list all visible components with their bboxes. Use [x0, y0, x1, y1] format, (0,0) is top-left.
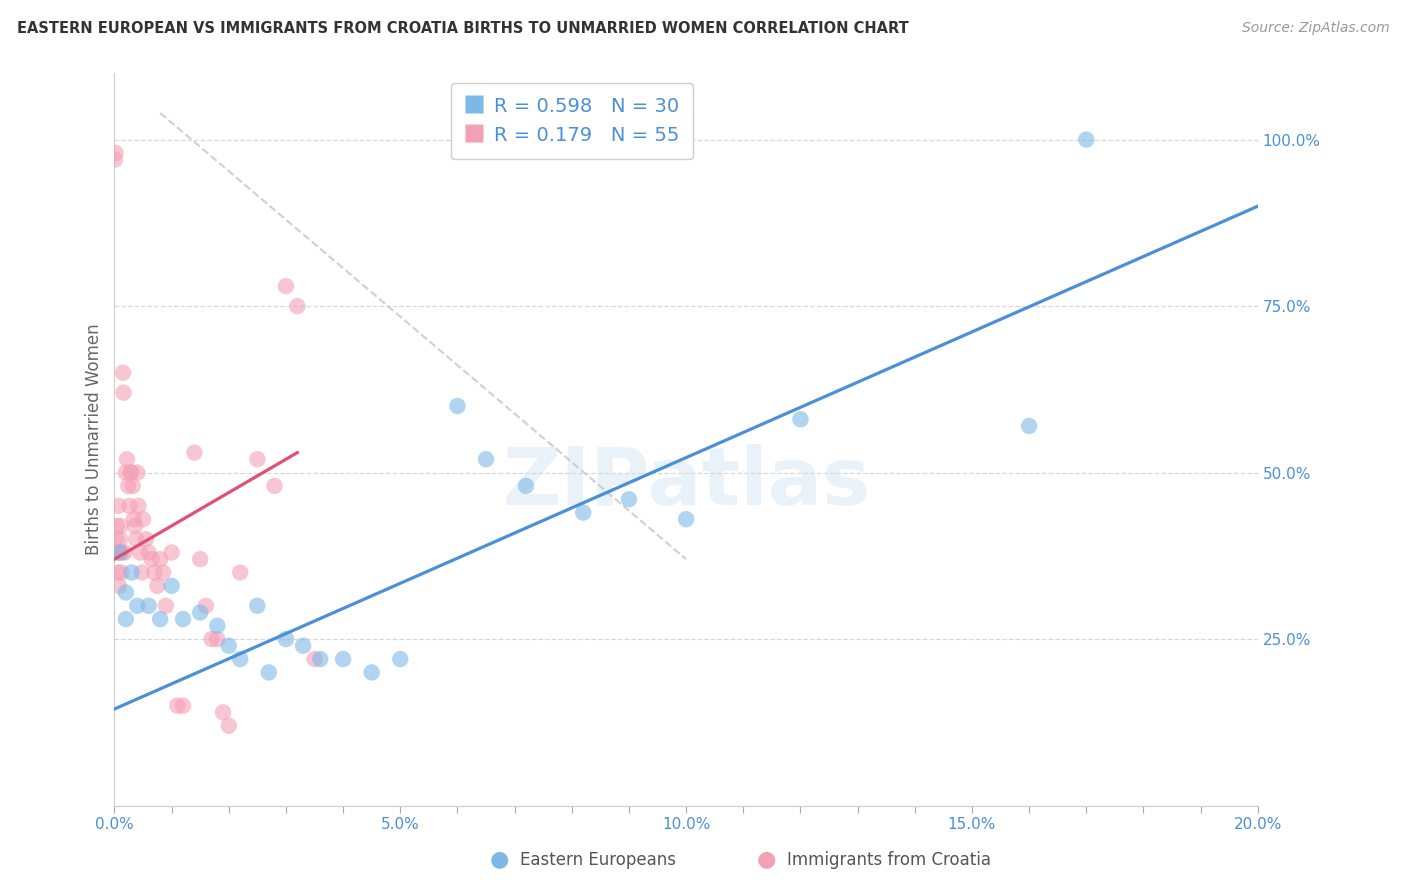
Point: [146, 579, 169, 593]
Point: [172, 698, 194, 713]
Point: [789, 412, 811, 426]
Point: [118, 499, 141, 513]
Text: ZIPatlas: ZIPatlas: [502, 444, 870, 522]
Point: [124, 519, 146, 533]
Point: [515, 479, 537, 493]
Y-axis label: Births to Unmarried Women: Births to Unmarried Women: [86, 324, 103, 555]
Point: [188, 552, 211, 566]
Point: [105, 532, 128, 546]
Point: [1018, 419, 1040, 434]
Point: [141, 552, 163, 566]
Point: [152, 566, 174, 580]
Point: [127, 466, 149, 480]
Point: [127, 599, 149, 613]
Point: [332, 652, 354, 666]
Point: [149, 612, 172, 626]
Point: [132, 512, 155, 526]
Point: [149, 552, 172, 566]
Text: EASTERN EUROPEAN VS IMMIGRANTS FROM CROATIA BIRTHS TO UNMARRIED WOMEN CORRELATIO: EASTERN EUROPEAN VS IMMIGRANTS FROM CROA…: [17, 21, 908, 36]
Point: [105, 519, 128, 533]
Point: [129, 545, 152, 559]
Point: [125, 532, 148, 546]
Point: [292, 639, 315, 653]
Point: [218, 639, 240, 653]
Point: [131, 566, 153, 580]
Point: [110, 566, 132, 580]
Point: [112, 385, 135, 400]
Point: [135, 532, 157, 546]
Point: [160, 579, 183, 593]
Point: [218, 719, 240, 733]
Point: [285, 299, 308, 313]
Point: [212, 706, 235, 720]
Point: [229, 566, 252, 580]
Text: ●: ●: [756, 849, 776, 869]
Point: [274, 632, 297, 646]
Point: [138, 599, 160, 613]
Point: [121, 566, 143, 580]
Point: [111, 366, 134, 380]
Point: [475, 452, 498, 467]
Point: [246, 452, 269, 467]
Point: [166, 698, 188, 713]
Point: [360, 665, 382, 680]
Point: [257, 665, 280, 680]
Point: [104, 145, 127, 160]
Point: [107, 499, 129, 513]
Point: [194, 599, 217, 613]
Point: [263, 479, 285, 493]
Point: [1076, 132, 1098, 146]
Point: [108, 545, 131, 559]
Point: [121, 479, 143, 493]
Point: [188, 606, 211, 620]
Text: Immigrants from Croatia: Immigrants from Croatia: [787, 851, 991, 869]
Point: [107, 566, 129, 580]
Text: Eastern Europeans: Eastern Europeans: [520, 851, 676, 869]
Point: [117, 479, 139, 493]
Point: [155, 599, 177, 613]
Point: [120, 466, 142, 480]
Point: [200, 632, 222, 646]
Point: [389, 652, 412, 666]
Point: [304, 652, 326, 666]
Point: [172, 612, 194, 626]
Point: [183, 445, 205, 459]
Point: [274, 279, 297, 293]
Point: [572, 506, 595, 520]
Point: [207, 632, 229, 646]
Point: [121, 466, 143, 480]
Point: [617, 492, 640, 507]
Point: [143, 566, 166, 580]
Point: [111, 545, 134, 559]
Point: [104, 153, 127, 167]
Point: [115, 585, 138, 599]
Point: [108, 579, 131, 593]
Point: [110, 519, 132, 533]
Point: [207, 619, 229, 633]
Point: [105, 545, 128, 559]
Point: [115, 452, 138, 467]
Point: [229, 652, 252, 666]
Point: [108, 532, 131, 546]
Text: ●: ●: [489, 849, 509, 869]
Point: [115, 612, 138, 626]
Point: [309, 652, 332, 666]
Point: [675, 512, 697, 526]
Text: Source: ZipAtlas.com: Source: ZipAtlas.com: [1241, 21, 1389, 35]
Point: [246, 599, 269, 613]
Point: [160, 545, 183, 559]
Point: [127, 499, 149, 513]
Point: [108, 545, 131, 559]
Point: [115, 466, 138, 480]
Point: [138, 545, 160, 559]
Legend: R = 0.598   N = 30, R = 0.179   N = 55: R = 0.598 N = 30, R = 0.179 N = 55: [451, 83, 693, 159]
Point: [114, 545, 136, 559]
Point: [446, 399, 468, 413]
Point: [122, 512, 145, 526]
